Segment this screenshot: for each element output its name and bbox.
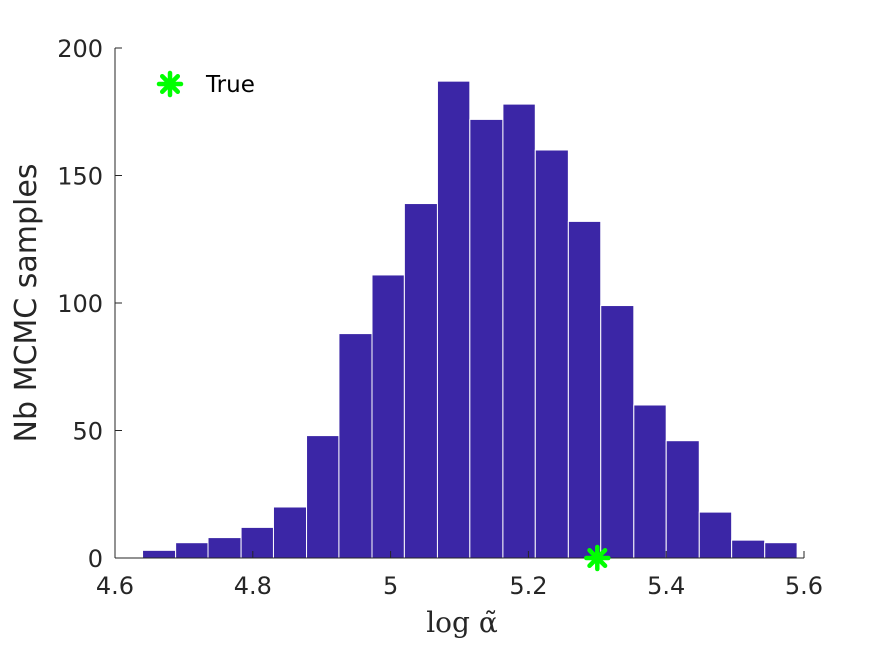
x-tick-labels: 4.6 4.8 5 5.2 5.4 5.6 bbox=[96, 572, 823, 600]
x-axis-label-text: log α̃ bbox=[426, 606, 498, 639]
x-tick-label-4.6: 4.6 bbox=[96, 572, 134, 600]
histogram-bar-10 bbox=[469, 118, 504, 559]
y-tick-label-200: 200 bbox=[57, 35, 103, 63]
legend-true-marker bbox=[156, 70, 184, 98]
histogram-bar-1 bbox=[175, 542, 209, 559]
histogram-bar-8 bbox=[403, 203, 438, 559]
histogram-bar-3 bbox=[240, 526, 274, 559]
x-axis-label: log α̃ bbox=[426, 606, 498, 639]
histogram-bar-18 bbox=[731, 539, 766, 559]
y-tick-label-150: 150 bbox=[57, 163, 103, 191]
x-tick-label-5.4: 5.4 bbox=[647, 572, 685, 600]
legend: True bbox=[156, 70, 255, 98]
histogram-bar-2 bbox=[207, 537, 242, 559]
histogram-bar-17 bbox=[698, 511, 733, 559]
y-tick-label-100: 100 bbox=[57, 290, 103, 318]
histogram-bar-0 bbox=[142, 549, 177, 559]
x-tick-label-5.2: 5.2 bbox=[509, 572, 547, 600]
histogram-bar-7 bbox=[371, 274, 405, 559]
histogram-bar-16 bbox=[665, 440, 700, 559]
x-tick-label-4.8: 4.8 bbox=[234, 572, 272, 600]
y-axis-label: Nb MCMC samples bbox=[9, 164, 44, 443]
histogram-bar-9 bbox=[436, 80, 471, 559]
x-tick-label-5: 5 bbox=[383, 572, 398, 600]
histogram-bar-12 bbox=[534, 149, 569, 559]
histogram-bar-15 bbox=[633, 404, 667, 559]
histogram-bar-19 bbox=[764, 542, 798, 559]
axes bbox=[114, 47, 805, 559]
histogram-bar-6 bbox=[338, 333, 373, 559]
y-tick-label-0: 0 bbox=[88, 545, 103, 573]
histogram-bar-11 bbox=[502, 103, 536, 559]
true-value-asterisk bbox=[584, 544, 611, 572]
y-tick-label-50: 50 bbox=[72, 418, 103, 446]
histogram-bar-5 bbox=[306, 435, 340, 559]
histogram-bar-14 bbox=[600, 305, 635, 559]
y-tick-labels: 0 50 100 150 200 bbox=[57, 35, 103, 573]
legend-asterisk-icon bbox=[156, 70, 184, 98]
histogram-bar-13 bbox=[567, 220, 602, 559]
histogram-bars bbox=[142, 80, 798, 559]
legend-label-true: True bbox=[205, 72, 255, 98]
x-tick-label-5.6: 5.6 bbox=[785, 572, 823, 600]
histogram-bar-4 bbox=[272, 506, 308, 559]
true-value-marker bbox=[584, 544, 611, 572]
